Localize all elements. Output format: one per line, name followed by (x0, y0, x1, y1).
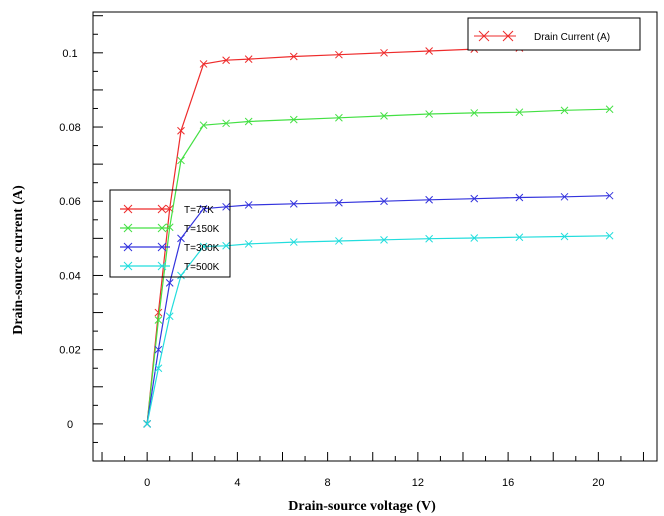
data-point (515, 193, 524, 202)
y-tick-label: 0.1 (62, 48, 77, 60)
y-tick-label: 0.06 (59, 196, 80, 208)
x-tick-label: 12 (412, 477, 424, 489)
legend-item: T=500K (120, 261, 220, 273)
data-point (289, 52, 298, 61)
data-point (222, 241, 230, 250)
data-point (165, 312, 174, 321)
data-point (425, 47, 433, 55)
data-point (335, 113, 343, 122)
data-point (425, 234, 433, 243)
data-point (177, 234, 185, 243)
legend-item: T=300K (120, 242, 220, 254)
data-point (154, 345, 163, 354)
data-point (560, 232, 569, 241)
y-axis: 0 0.02 0.04 0.06 0.08 0.1 (59, 15, 103, 462)
data-point (605, 231, 614, 240)
data-point (289, 199, 298, 208)
y-tick-label: 0.02 (59, 345, 80, 357)
data-point (605, 191, 614, 200)
x-tick-label: 20 (592, 477, 604, 489)
y-tick-label: 0 (67, 419, 73, 431)
legend-item: T=150K (120, 223, 220, 235)
data-point (154, 308, 163, 317)
top-legend-label: Drain Current (A) (534, 32, 610, 43)
legend-label: T=500K (184, 262, 220, 273)
data-point (380, 197, 388, 206)
data-point (143, 420, 151, 428)
y-axis-title: Drain-source current (A) (11, 185, 26, 335)
data-point (560, 192, 569, 201)
top-legend-box (467, 17, 641, 51)
data-point (335, 198, 343, 207)
data-point (425, 110, 433, 118)
data-point (177, 126, 185, 135)
data-point (199, 121, 208, 130)
x-tick-label: 8 (325, 477, 331, 489)
x-axis: 0 4 8 12 16 20 (101, 452, 644, 489)
data-point (380, 235, 388, 244)
x-tick-label: 0 (144, 477, 150, 489)
data-point (380, 112, 388, 120)
top-legend: Drain Current (A) (467, 17, 641, 51)
data-point (177, 271, 185, 280)
data-point (222, 119, 230, 128)
data-point (515, 108, 524, 117)
data-point (605, 105, 614, 114)
data-point (199, 242, 208, 251)
data-point (289, 115, 298, 124)
data-point (470, 194, 479, 203)
data-point (470, 234, 479, 242)
data-point (199, 60, 208, 68)
plot-frame (92, 11, 658, 462)
series-legend-box (109, 189, 231, 278)
data-point (165, 279, 174, 287)
data-point (165, 223, 174, 232)
data-point (335, 50, 343, 59)
legend-label: T=300K (184, 243, 220, 254)
x-tick-label: 4 (234, 477, 240, 489)
y-tick-label: 0.08 (59, 122, 80, 134)
top-legend-marker (478, 30, 514, 42)
data-point (335, 237, 343, 245)
y-tick-label: 0.04 (59, 270, 80, 282)
data-point (177, 156, 185, 165)
data-point (154, 364, 163, 373)
data-point (244, 55, 253, 63)
data-point (470, 109, 479, 117)
data-point (380, 48, 388, 57)
data-point (244, 240, 253, 248)
series-legend: T=77K T=150K T=300K T=500K (109, 189, 231, 278)
data-point (222, 56, 230, 65)
legend-label: T=77K (184, 205, 214, 216)
data-point (425, 195, 433, 204)
data-point (515, 233, 524, 242)
data-point (244, 117, 253, 126)
legend-label: T=150K (184, 224, 220, 235)
data-point (222, 202, 230, 211)
data-point (154, 316, 163, 324)
data-point (560, 106, 569, 115)
x-tick-label: 16 (502, 477, 514, 489)
data-point (289, 238, 298, 246)
x-axis-title: Drain-source voltage (V) (288, 499, 436, 514)
data-point (244, 201, 253, 209)
data-point (199, 204, 208, 213)
legend-item: T=77K (120, 204, 214, 216)
